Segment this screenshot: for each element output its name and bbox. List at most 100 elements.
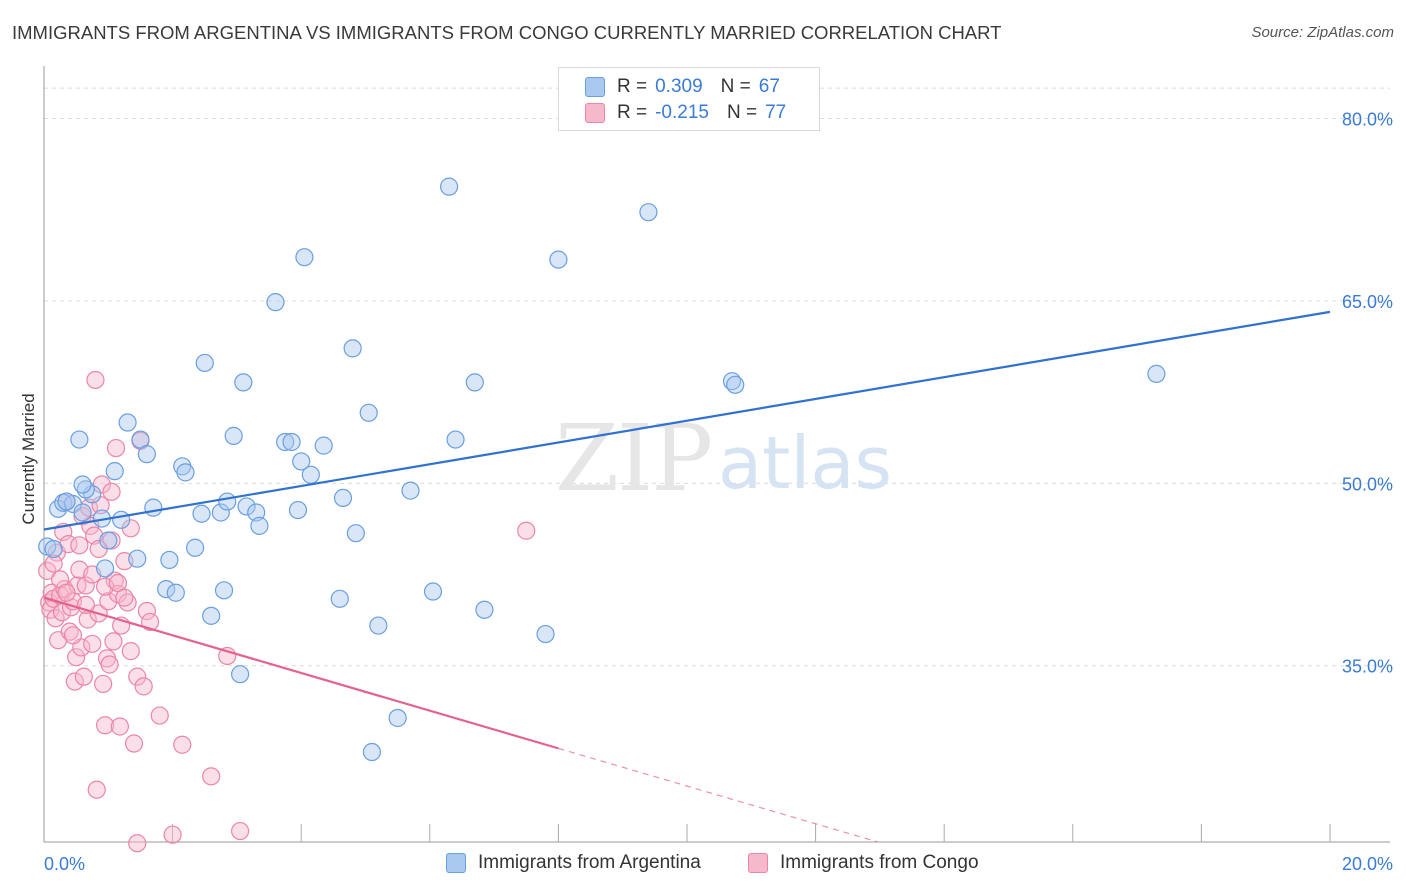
congo-point (517, 521, 536, 540)
x-tick-label: 0.0% (44, 854, 85, 874)
congo-point (150, 706, 169, 725)
argentina-point (218, 492, 237, 511)
argentina-point (549, 250, 568, 269)
legend-n-label: N = (720, 76, 751, 97)
congo-point (104, 632, 123, 651)
argentina-point (343, 339, 362, 358)
congo-point (38, 561, 57, 580)
argentina-point (211, 503, 230, 522)
legend-n-label: N = (726, 102, 758, 123)
legend-swatch-congo (585, 103, 605, 123)
argentina-point (369, 616, 388, 635)
argentina-point (231, 665, 250, 684)
congo-point (74, 667, 93, 686)
congo-point (65, 672, 84, 691)
congo-point (100, 655, 119, 674)
argentina-point (292, 452, 311, 471)
argentina-point (266, 293, 285, 312)
source-label: Source: ZipAtlas.com (1251, 24, 1394, 41)
congo-point (83, 634, 102, 653)
congo-point (76, 576, 95, 595)
argentina-point (295, 248, 314, 267)
argentina-point (362, 742, 382, 762)
argentina-point (301, 465, 320, 484)
argentina-point (95, 559, 115, 578)
congo-point (140, 612, 160, 632)
correlation-legend: R = 0.309 N = 67 R = -0.215 N = 77 (558, 67, 820, 131)
congo-point (63, 626, 83, 645)
argentina-point (314, 436, 333, 455)
argentina-point (214, 581, 234, 600)
trend-line-argentina (43, 310, 1331, 531)
trend-line-congo (43, 596, 559, 750)
watermark-atlas: atlas (718, 421, 892, 505)
congo-point (173, 735, 192, 754)
chart-title: IMMIGRANTS FROM ARGENTINA VS IMMIGRANTS … (12, 22, 1002, 43)
argentina-point (536, 624, 555, 644)
congo-point (231, 821, 250, 841)
argentina-point (401, 481, 420, 500)
congo-point (44, 554, 63, 573)
congo-point (128, 834, 147, 853)
congo-point (124, 734, 144, 753)
congo-point (121, 642, 140, 661)
congo-point (86, 370, 105, 390)
y-tick-label: 50.0% (1342, 474, 1393, 494)
congo-point (87, 780, 106, 799)
argentina-point (195, 353, 214, 373)
argentina-point (333, 488, 353, 508)
argentina-point (237, 497, 256, 516)
congo-point (115, 588, 134, 607)
congo-point (70, 536, 89, 555)
argentina-point (44, 539, 63, 559)
legend-swatch-argentina (446, 853, 466, 873)
y-axis-label: Currently Married (19, 393, 38, 524)
legend-swatch-argentina (585, 77, 605, 97)
legend-label-congo: Immigrants from Congo (780, 852, 979, 873)
series-legend: Immigrants from Argentina Immigrants fro… (0, 852, 1406, 878)
argentina-point (346, 524, 365, 543)
trend-line-congo-extension (558, 747, 878, 843)
legend-n-value: 77 (765, 102, 787, 123)
congo-point (110, 717, 129, 736)
argentina-point (186, 538, 205, 557)
argentina-point (76, 480, 95, 499)
argentina-point (105, 462, 124, 481)
argentina-point (73, 475, 92, 494)
argentina-point (160, 550, 179, 570)
argentina-point (359, 403, 378, 422)
argentina-point (639, 203, 658, 222)
congo-point (94, 674, 113, 694)
congo-point (105, 571, 124, 590)
argentina-point (234, 373, 253, 392)
argentina-point (276, 432, 295, 452)
legend-item-congo[interactable]: Immigrants from Congo (748, 852, 979, 874)
legend-label-argentina: Immigrants from Argentina (478, 852, 701, 873)
congo-point (106, 438, 126, 458)
argentina-point (282, 432, 301, 452)
congo-point (137, 601, 156, 621)
congo-point (134, 677, 153, 696)
legend-row-congo: R = -0.215 N = 77 (559, 101, 786, 125)
argentina-point (99, 531, 118, 550)
congo-point (67, 648, 86, 667)
congo-point (128, 667, 147, 686)
argentina-point (73, 503, 92, 522)
legend-item-argentina[interactable]: Immigrants from Argentina (446, 852, 701, 874)
argentina-point (475, 600, 494, 619)
legend-swatch-congo (748, 853, 768, 873)
legend-r-label: R = (617, 102, 648, 123)
argentina-point (288, 500, 308, 520)
congo-point (163, 825, 182, 844)
argentina-point (446, 430, 465, 449)
congo-point (202, 767, 221, 786)
y-tick-label: 65.0% (1342, 292, 1393, 312)
argentina-point (202, 606, 221, 625)
argentina-point (176, 463, 195, 482)
argentina-point (57, 492, 76, 511)
argentina-point (247, 503, 266, 522)
argentina-point (157, 579, 176, 599)
argentina-point (330, 589, 349, 608)
congo-point (57, 583, 76, 602)
